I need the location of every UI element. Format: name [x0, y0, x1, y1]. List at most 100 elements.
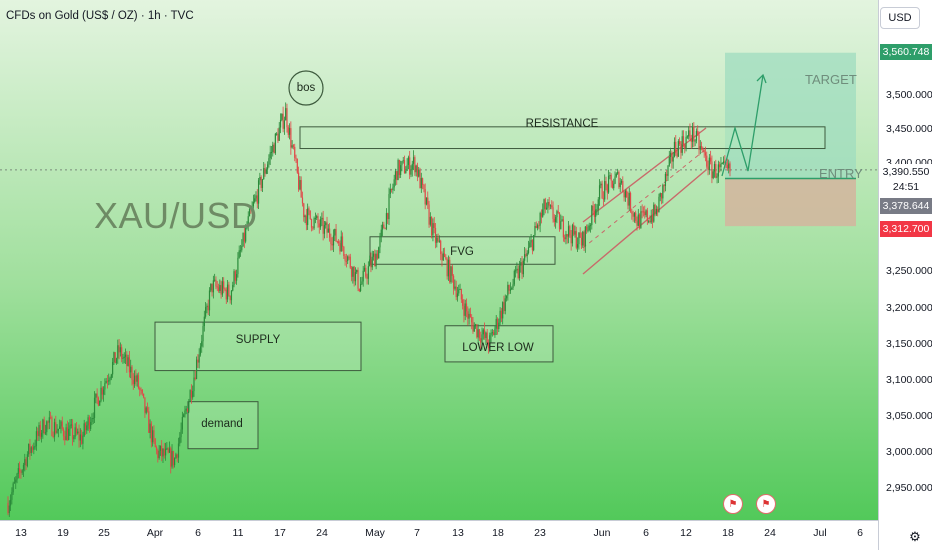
time-tick: Apr	[146, 527, 164, 539]
price-tick: 3,000.000	[886, 446, 932, 458]
candle-body	[44, 432, 47, 434]
candle-body	[112, 361, 114, 375]
price-tick: 3,200.000	[886, 302, 932, 314]
candle-body	[398, 159, 400, 175]
candle-body	[512, 284, 514, 288]
candle-body	[431, 216, 433, 236]
candle-body	[332, 235, 335, 246]
candle-body	[119, 347, 121, 353]
time-tick: 17	[274, 527, 286, 539]
candle-body	[729, 163, 731, 172]
candle-body	[555, 217, 557, 223]
candle-body	[121, 347, 123, 359]
candle-body	[241, 246, 243, 251]
candle-body	[287, 127, 289, 135]
candle-body	[77, 431, 79, 434]
candle-body	[15, 479, 17, 483]
candle-body	[259, 177, 261, 181]
candle-body	[379, 236, 381, 248]
candle-body	[357, 269, 359, 289]
candle-body	[429, 216, 431, 225]
candle-body	[114, 352, 116, 364]
candle-body	[166, 448, 168, 450]
currency-button[interactable]: USD	[880, 7, 920, 29]
candle-body	[522, 260, 524, 275]
entry-price-tag: 3,378.644	[880, 198, 932, 214]
candle-body	[481, 334, 483, 343]
candle-body	[133, 375, 136, 385]
us-flag-event-icon[interactable]: ⚑	[723, 494, 743, 514]
candle-body	[500, 310, 502, 319]
candle-body	[529, 242, 531, 248]
candle-body	[276, 133, 278, 135]
candle-body	[234, 271, 236, 281]
candle-body	[688, 130, 690, 137]
candle-body	[527, 247, 530, 253]
candle-body	[83, 423, 85, 436]
candle-body	[592, 205, 594, 211]
candle-body	[278, 127, 280, 141]
candle-body	[254, 198, 256, 202]
candle-body	[569, 226, 571, 236]
candle-body	[365, 267, 367, 277]
candle-body	[55, 422, 57, 433]
candle-body	[524, 254, 526, 261]
candle-body	[549, 205, 552, 207]
candle-body	[543, 199, 545, 210]
candle-body	[459, 289, 461, 291]
candle-body	[582, 231, 584, 246]
candle-body	[349, 256, 351, 268]
candle-body	[348, 256, 350, 258]
candle-body	[152, 430, 154, 443]
candle-body	[450, 266, 452, 283]
bos-circle	[288, 70, 324, 106]
candle-body	[659, 193, 661, 197]
candle-body	[272, 144, 274, 152]
candle-body	[304, 215, 306, 218]
candle-body	[385, 213, 388, 229]
candle-body	[533, 235, 535, 251]
candle-body	[318, 223, 320, 228]
candle-body	[721, 163, 723, 165]
candle-body	[105, 380, 107, 384]
candle-body	[341, 236, 344, 247]
candle-body	[381, 224, 384, 230]
candle-body	[628, 193, 630, 206]
candle-body	[242, 232, 244, 247]
candle-body	[689, 130, 691, 139]
us-flag-event-icon[interactable]: ⚑	[756, 494, 776, 514]
candle-body	[520, 262, 522, 266]
candle-body	[564, 237, 566, 240]
candle-body	[664, 173, 667, 186]
candle-body	[586, 226, 588, 231]
candle-body	[442, 253, 444, 261]
candle-body	[307, 208, 309, 226]
candle-body	[703, 150, 705, 153]
candle-body	[164, 448, 167, 456]
candle-body	[356, 269, 358, 273]
price-tick: 3,500.000	[886, 89, 932, 101]
chart-settings-icon[interactable]: ⚙	[909, 529, 921, 544]
candle-body	[715, 163, 717, 178]
candle-body	[263, 168, 265, 180]
time-tick: 23	[534, 527, 546, 539]
candle-body	[203, 316, 205, 327]
candle-body	[681, 136, 683, 153]
candle-body	[667, 165, 669, 176]
candle-body	[573, 225, 575, 235]
candle-body	[277, 133, 279, 141]
candle-body	[464, 303, 466, 316]
candle-body	[387, 213, 389, 220]
candle-body	[33, 446, 35, 450]
candle-body	[420, 178, 422, 189]
candle-body	[71, 424, 74, 440]
candle-body	[521, 262, 523, 275]
candle-body	[593, 210, 595, 217]
candle-body	[327, 228, 329, 233]
candle-body	[101, 387, 103, 395]
candle-body	[91, 418, 93, 423]
candle-body	[655, 208, 657, 215]
candle-body	[650, 215, 652, 223]
candle-body	[605, 181, 607, 185]
